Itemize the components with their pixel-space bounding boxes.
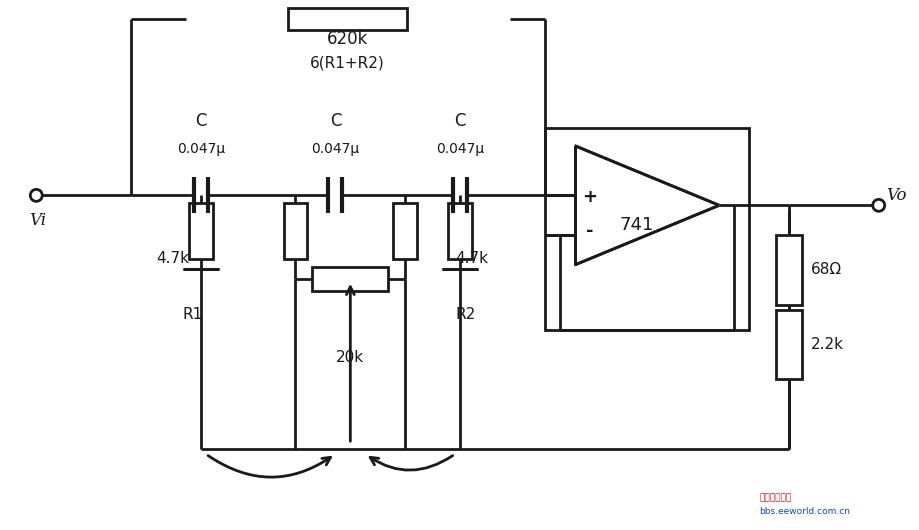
Text: C: C (195, 112, 207, 130)
Text: C: C (454, 112, 466, 130)
Text: 4.7k: 4.7k (156, 251, 189, 266)
Text: -: - (585, 222, 594, 240)
Text: 68Ω: 68Ω (811, 262, 842, 278)
Bar (776, 235, 802, 305)
Text: 620k: 620k (326, 30, 368, 48)
Text: 2.2k: 2.2k (811, 337, 844, 352)
Bar (448, 204, 472, 259)
Text: 电子开发社区: 电子开发社区 (759, 494, 791, 503)
Text: R2: R2 (455, 307, 475, 322)
Text: Vo: Vo (886, 187, 906, 204)
Bar (545, 128, 749, 330)
Bar (284, 204, 308, 259)
Text: 20k: 20k (336, 350, 365, 365)
Text: C: C (330, 112, 341, 130)
Text: 0.047μ: 0.047μ (436, 142, 484, 156)
Text: Vi: Vi (29, 212, 47, 229)
Text: 741: 741 (619, 216, 653, 234)
Text: 0.047μ: 0.047μ (312, 142, 359, 156)
Bar (288, 8, 407, 30)
Bar (188, 204, 212, 259)
Bar (776, 310, 802, 379)
Text: bbs.eeworld.com.cn: bbs.eeworld.com.cn (759, 507, 850, 516)
Bar (393, 204, 417, 259)
Text: 6(R1+R2): 6(R1+R2) (310, 56, 385, 70)
Text: +: + (582, 188, 597, 206)
Text: 4.7k: 4.7k (455, 251, 488, 266)
Text: 0.047μ: 0.047μ (176, 142, 225, 156)
Bar (312, 267, 388, 291)
Text: R1: R1 (183, 307, 203, 322)
